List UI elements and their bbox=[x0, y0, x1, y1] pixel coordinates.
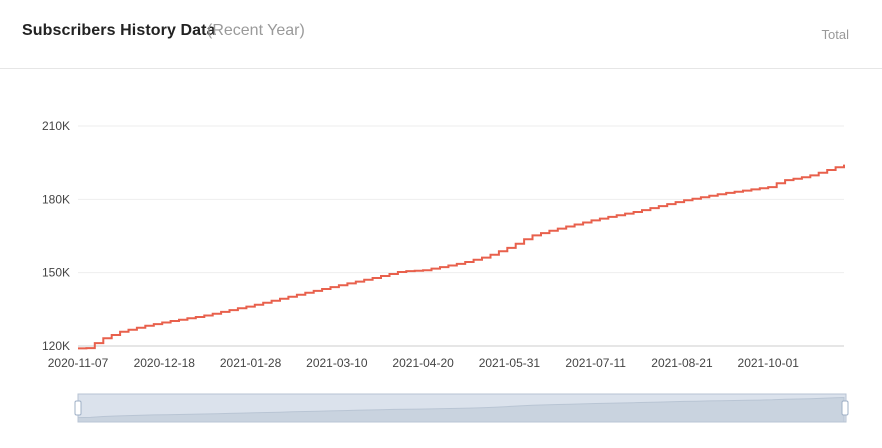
x-tick-label: 2021-05-31 bbox=[479, 356, 541, 370]
slider-preview-area bbox=[77, 396, 845, 423]
x-tick-label: 2020-11-07 bbox=[48, 356, 109, 370]
x-tick-label: 2021-01-28 bbox=[220, 356, 282, 370]
slider-handle-right[interactable] bbox=[841, 400, 849, 416]
y-axis-ticks: 120K 150K 180K 210K bbox=[42, 119, 70, 353]
x-tick-label: 2021-03-10 bbox=[306, 356, 368, 370]
zoom-slider[interactable] bbox=[74, 393, 849, 423]
chart-header: Subscribers History Data (Recent Year) T… bbox=[0, 0, 882, 69]
y-tick-label: 150K bbox=[42, 266, 70, 280]
x-tick-label: 2021-08-21 bbox=[651, 356, 713, 370]
x-axis-ticks: 2020-11-07 2020-12-18 2021-01-28 2021-03-10… bbox=[48, 356, 800, 370]
grid-layer bbox=[78, 125, 844, 347]
y-tick-label: 180K bbox=[42, 192, 70, 206]
x-tick-label: 2021-10-01 bbox=[738, 356, 800, 370]
chart-subtitle: (Recent Year) bbox=[207, 22, 305, 39]
chart-title: Subscribers History Data bbox=[22, 22, 216, 39]
tab-total[interactable]: Total bbox=[821, 27, 849, 42]
x-tick-label: 2021-04-20 bbox=[392, 356, 454, 370]
y-tick-label: 210K bbox=[42, 119, 70, 133]
x-tick-label: 2021-07-11 bbox=[565, 356, 626, 370]
slider-handle-left[interactable] bbox=[74, 400, 82, 416]
series-line-subscribers bbox=[78, 164, 845, 350]
x-tick-label: 2020-12-18 bbox=[134, 356, 196, 370]
y-tick-label: 120K bbox=[42, 339, 70, 353]
